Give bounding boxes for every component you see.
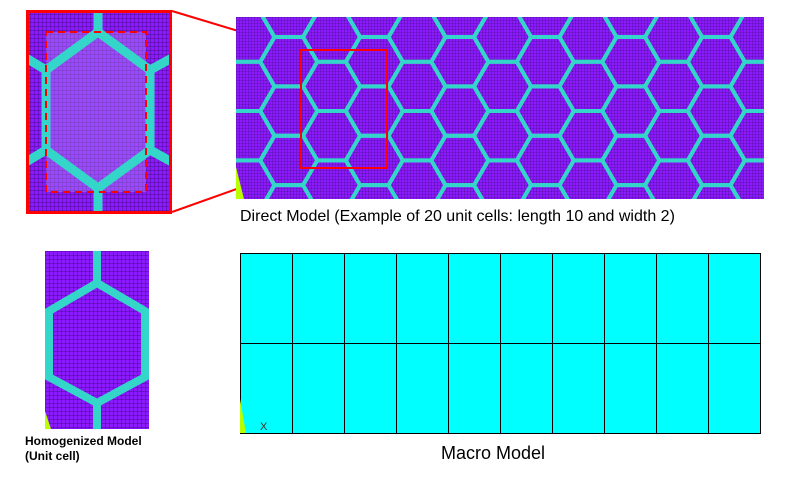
macro-model-figure: X [240,253,761,434]
unit-cell-corner-marker [45,411,51,429]
homogenized-caption-line1: Homogenized Model [25,434,142,448]
homogenized-caption-line2: (Unit cell) [25,449,80,463]
honeycomb-cell [728,158,764,199]
homogenized-caption: Homogenized Model (Unit cell) [25,434,142,464]
macro-model-elements [240,253,761,434]
zoom-red-frame [26,10,172,214]
homogenized-unit-cell [45,251,149,429]
unit-cell-hexagon-walls [45,251,149,429]
direct-model-caption: Direct Model (Example of 20 unit cells: … [240,208,675,225]
direct-model-corner-marker [236,167,244,199]
honeycomb-walls [236,17,764,199]
honeycomb-cell [728,109,764,163]
macro-axis-label: X [260,421,268,433]
macro-model-corner-marker [240,399,246,433]
zoom-dashed-frame [45,31,147,193]
honeycomb-cell [728,59,764,113]
zoomed-unit-cell [26,10,172,214]
honeycomb-cell [728,17,764,64]
macro-model-caption: Macro Model [441,443,546,463]
highlight-rectangle [300,49,388,169]
